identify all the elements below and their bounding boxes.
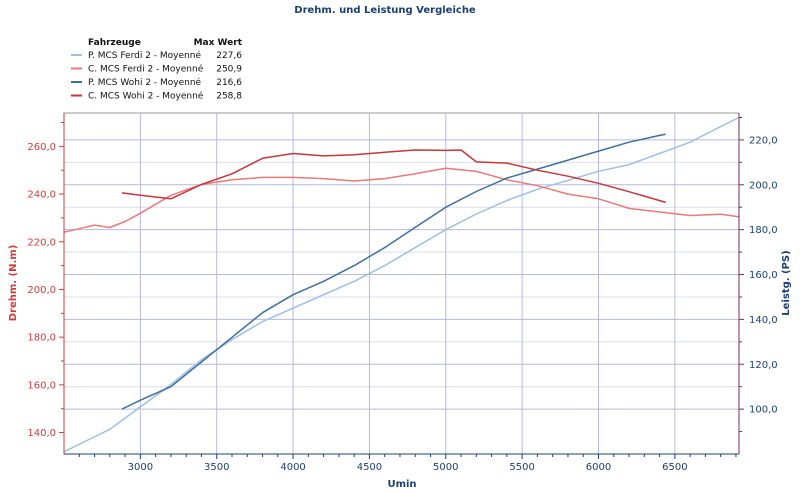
y-axis-left-tick-label: 220,0 (27, 237, 56, 248)
legend-entry-max: 227,6 (216, 51, 242, 61)
x-axis-tick-label: 6500 (662, 462, 687, 473)
x-axis-tick-label: 4000 (280, 462, 305, 473)
legend-header-name: Fahrzeuge (88, 38, 141, 48)
y-axis-right-tick-label: 120,0 (749, 360, 778, 371)
x-axis-tick-label: 3000 (128, 462, 153, 473)
chart-title: Drehm. und Leistung Vergleiche (294, 5, 476, 16)
y-axis-right-tick-label: 140,0 (749, 315, 778, 326)
x-axis-tick-label: 3500 (204, 462, 229, 473)
y-axis-right-tick-label: 200,0 (749, 180, 778, 191)
y-axis-left-tick-label: 140,0 (27, 428, 56, 439)
series-line-2 (63, 167, 740, 233)
y-axis-left-tick-label: 200,0 (27, 285, 56, 296)
legend-entry-name: C. MCS Wohi 2 - Moyenné (88, 91, 204, 102)
y-axis-right-tick-label: 220,0 (749, 135, 778, 146)
x-axis-tick-label: 6000 (586, 462, 611, 473)
series-line-3 (121, 133, 666, 410)
y-axis-right-label: Leistg. (PS) (781, 250, 792, 315)
legend-entry-name: P. MCS Wohi 2 - Moyenné (88, 77, 202, 88)
plot-area (63, 112, 740, 455)
y-axis-left-tick-label: 180,0 (27, 333, 56, 344)
legend-header-max: Max Wert (194, 38, 243, 48)
y-axis-left-tick-label: 260,0 (27, 142, 56, 153)
legend-entry-name: P. MCS Ferdi 2 - Moyenné (88, 50, 201, 61)
x-axis-label: Umin (387, 479, 416, 490)
x-axis-tick-label: 5000 (433, 462, 458, 473)
x-axis-tick-label: 5500 (509, 462, 534, 473)
legend-entry-max: 250,9 (216, 65, 242, 75)
legend-entry-max: 258,8 (216, 92, 242, 102)
x-axis-tick-label: 4500 (357, 462, 382, 473)
series-line-4 (121, 149, 666, 204)
legend-entry-name: C. MCS Ferdi 2 - Moyenné (88, 64, 204, 75)
y-axis-right-tick-label: 160,0 (749, 270, 778, 281)
y-axis-left-label: Drehm. (N.m) (8, 245, 19, 322)
y-axis-right-tick-label: 180,0 (749, 225, 778, 236)
y-axis-right-tick-label: 100,0 (749, 405, 778, 416)
legend-entry-max: 216,6 (216, 78, 242, 88)
y-axis-left-tick-label: 160,0 (27, 380, 56, 391)
legend: Fahrzeuge Max Wert P. MCS Ferdi 2 - Moye… (71, 38, 243, 102)
y-axis-left-tick-label: 240,0 (27, 190, 56, 201)
